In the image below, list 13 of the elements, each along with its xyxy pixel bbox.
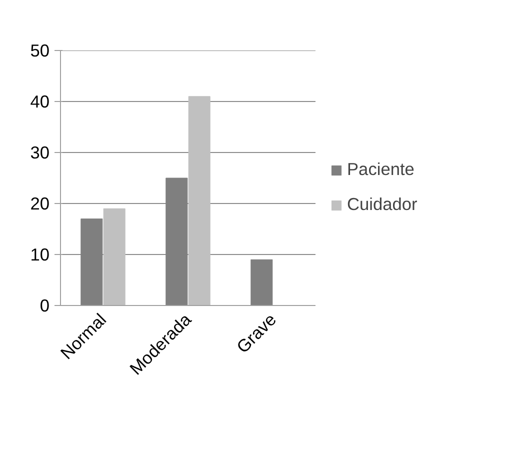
bar	[103, 208, 126, 306]
y-tick-label: 0	[40, 296, 50, 316]
bar	[80, 218, 103, 306]
bar	[188, 96, 210, 306]
y-tick-label: 30	[30, 142, 50, 162]
bar	[250, 259, 273, 306]
y-tick-label: 40	[30, 92, 50, 112]
bar	[166, 178, 188, 306]
legend-label: Paciente	[347, 159, 414, 180]
legend-label: Cuidador	[347, 194, 418, 215]
y-tick-label: 50	[30, 40, 50, 60]
y-tick-label: 20	[30, 194, 50, 214]
y-tick-label: 10	[30, 244, 50, 264]
